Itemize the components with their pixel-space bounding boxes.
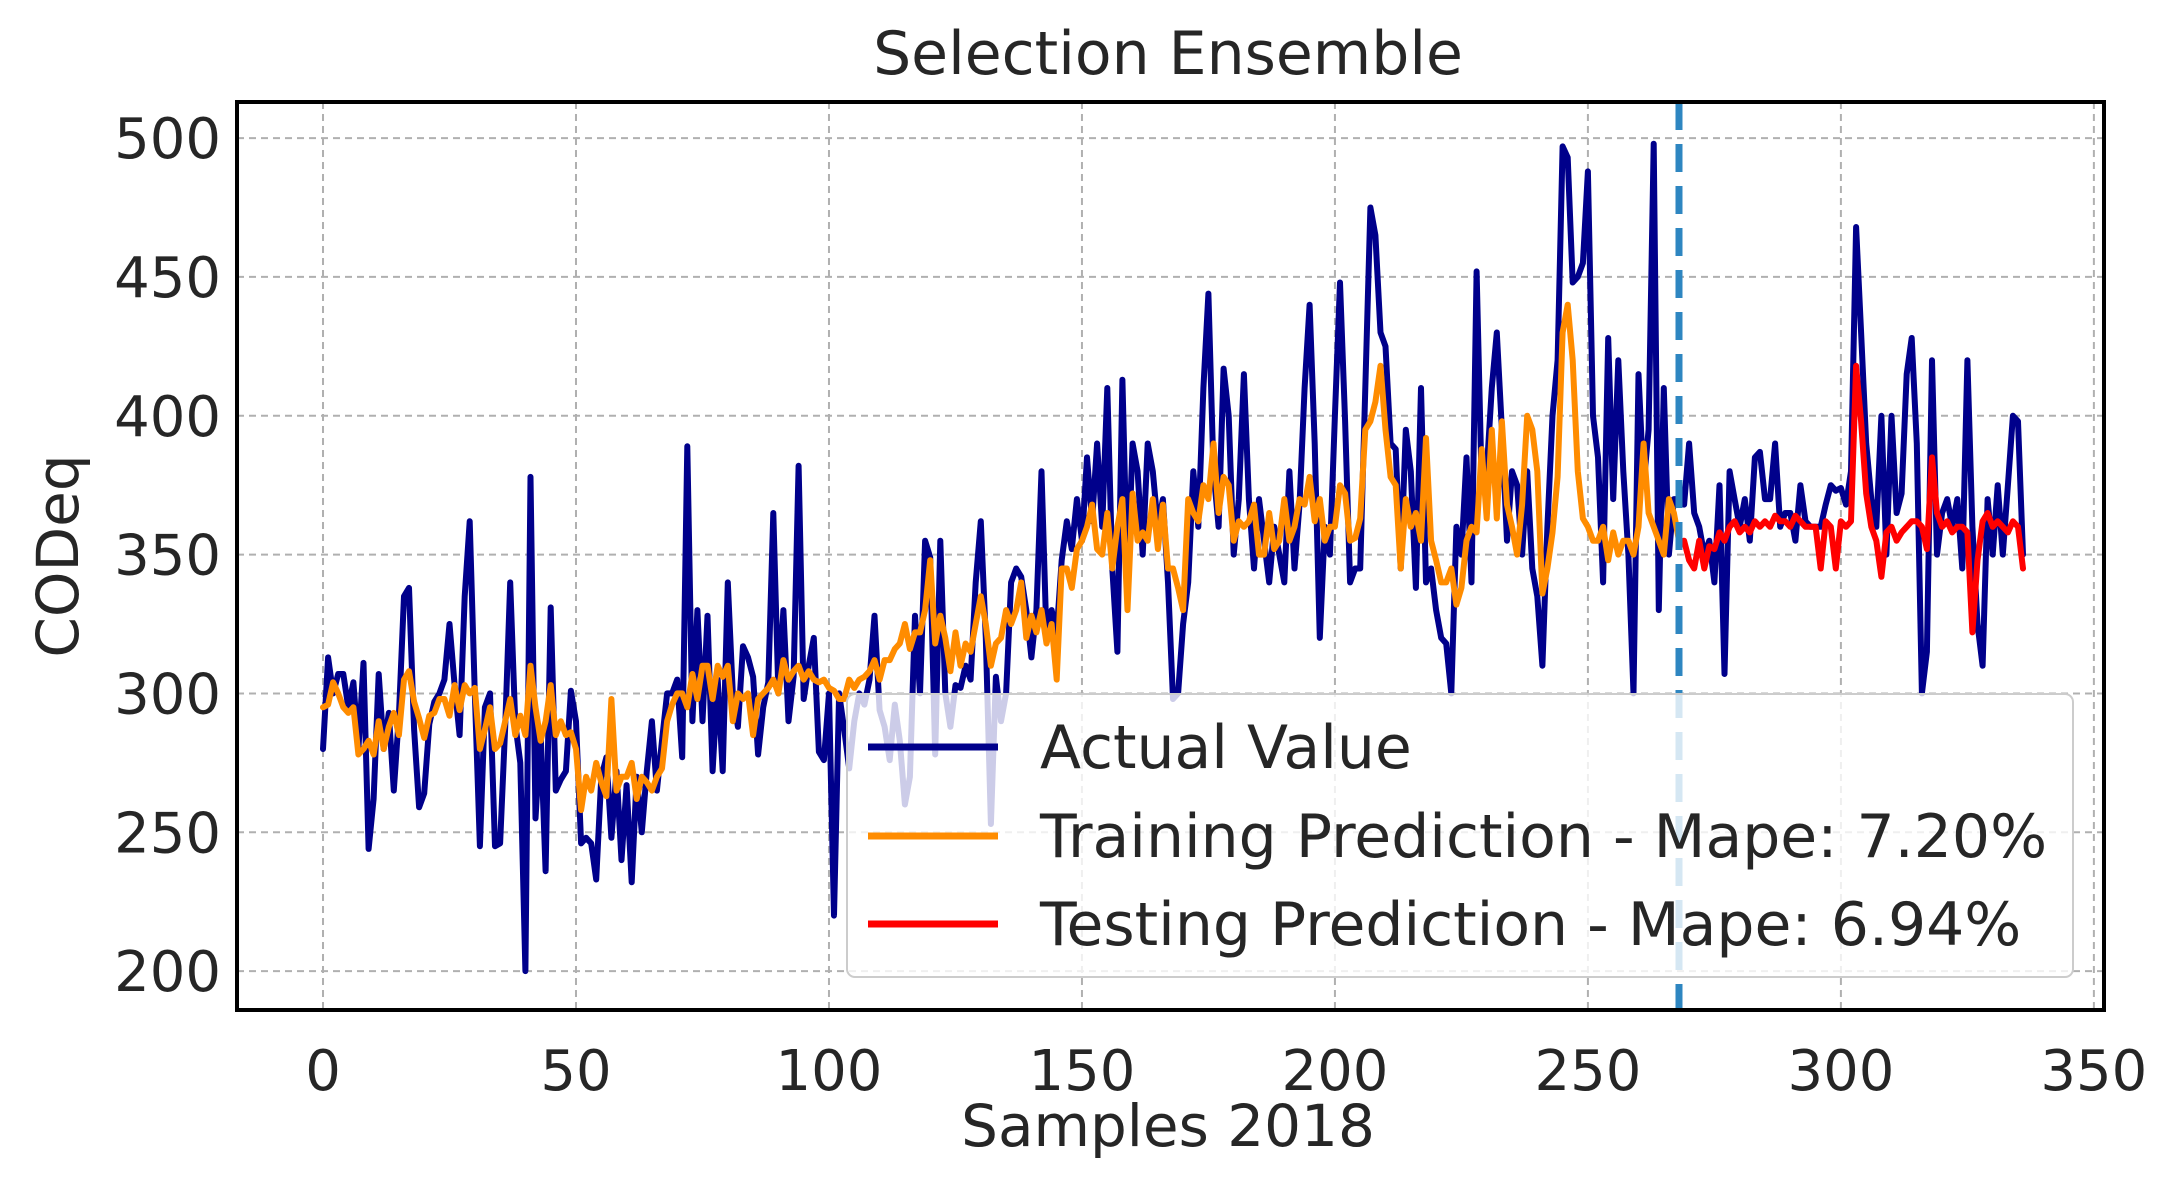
series-line-training [320,301,1682,814]
x-tick-label: 350 [2040,1039,2147,1104]
x-tick-label: 0 [305,1039,341,1104]
legend-label-actual: Actual Value [1040,713,1412,783]
x-tick-label: 250 [1534,1039,1641,1104]
legend-label-training: Training Prediction - Mape: 7.20% [1039,802,2047,872]
y-axis-title: CODeq [24,454,92,657]
y-tick-label: 350 [114,524,221,589]
y-tick-label: 250 [114,801,221,866]
y-tick-label: 200 [114,940,221,1005]
y-tick-label: 400 [114,385,221,450]
plot-frame [235,100,2106,1012]
x-axis: 0 50 100 150 200 250 300 350 [305,1039,2147,1104]
x-tick-label: 300 [1787,1039,1894,1104]
x-axis-title: Samples 2018 [961,1092,1375,1160]
x-tick-label: 200 [1281,1039,1388,1104]
x-tick-label: 50 [540,1039,611,1104]
legend-label-testing: Testing Prediction - Mape: 6.94% [1039,890,2021,960]
legend-box [846,693,2074,978]
y-tick-label: 500 [114,107,221,172]
chart-title: Selection Ensemble [873,19,1463,89]
y-tick-label: 300 [114,662,221,727]
y-axis: 200 250 300 350 400 450 500 [114,107,221,1005]
x-tick-label: 150 [1029,1039,1136,1104]
legend: Actual Value Training Prediction - Mape:… [846,693,2074,978]
y-tick-label: 450 [114,246,221,311]
series-line-testing [1681,362,2026,636]
x-tick-label: 100 [776,1039,883,1104]
